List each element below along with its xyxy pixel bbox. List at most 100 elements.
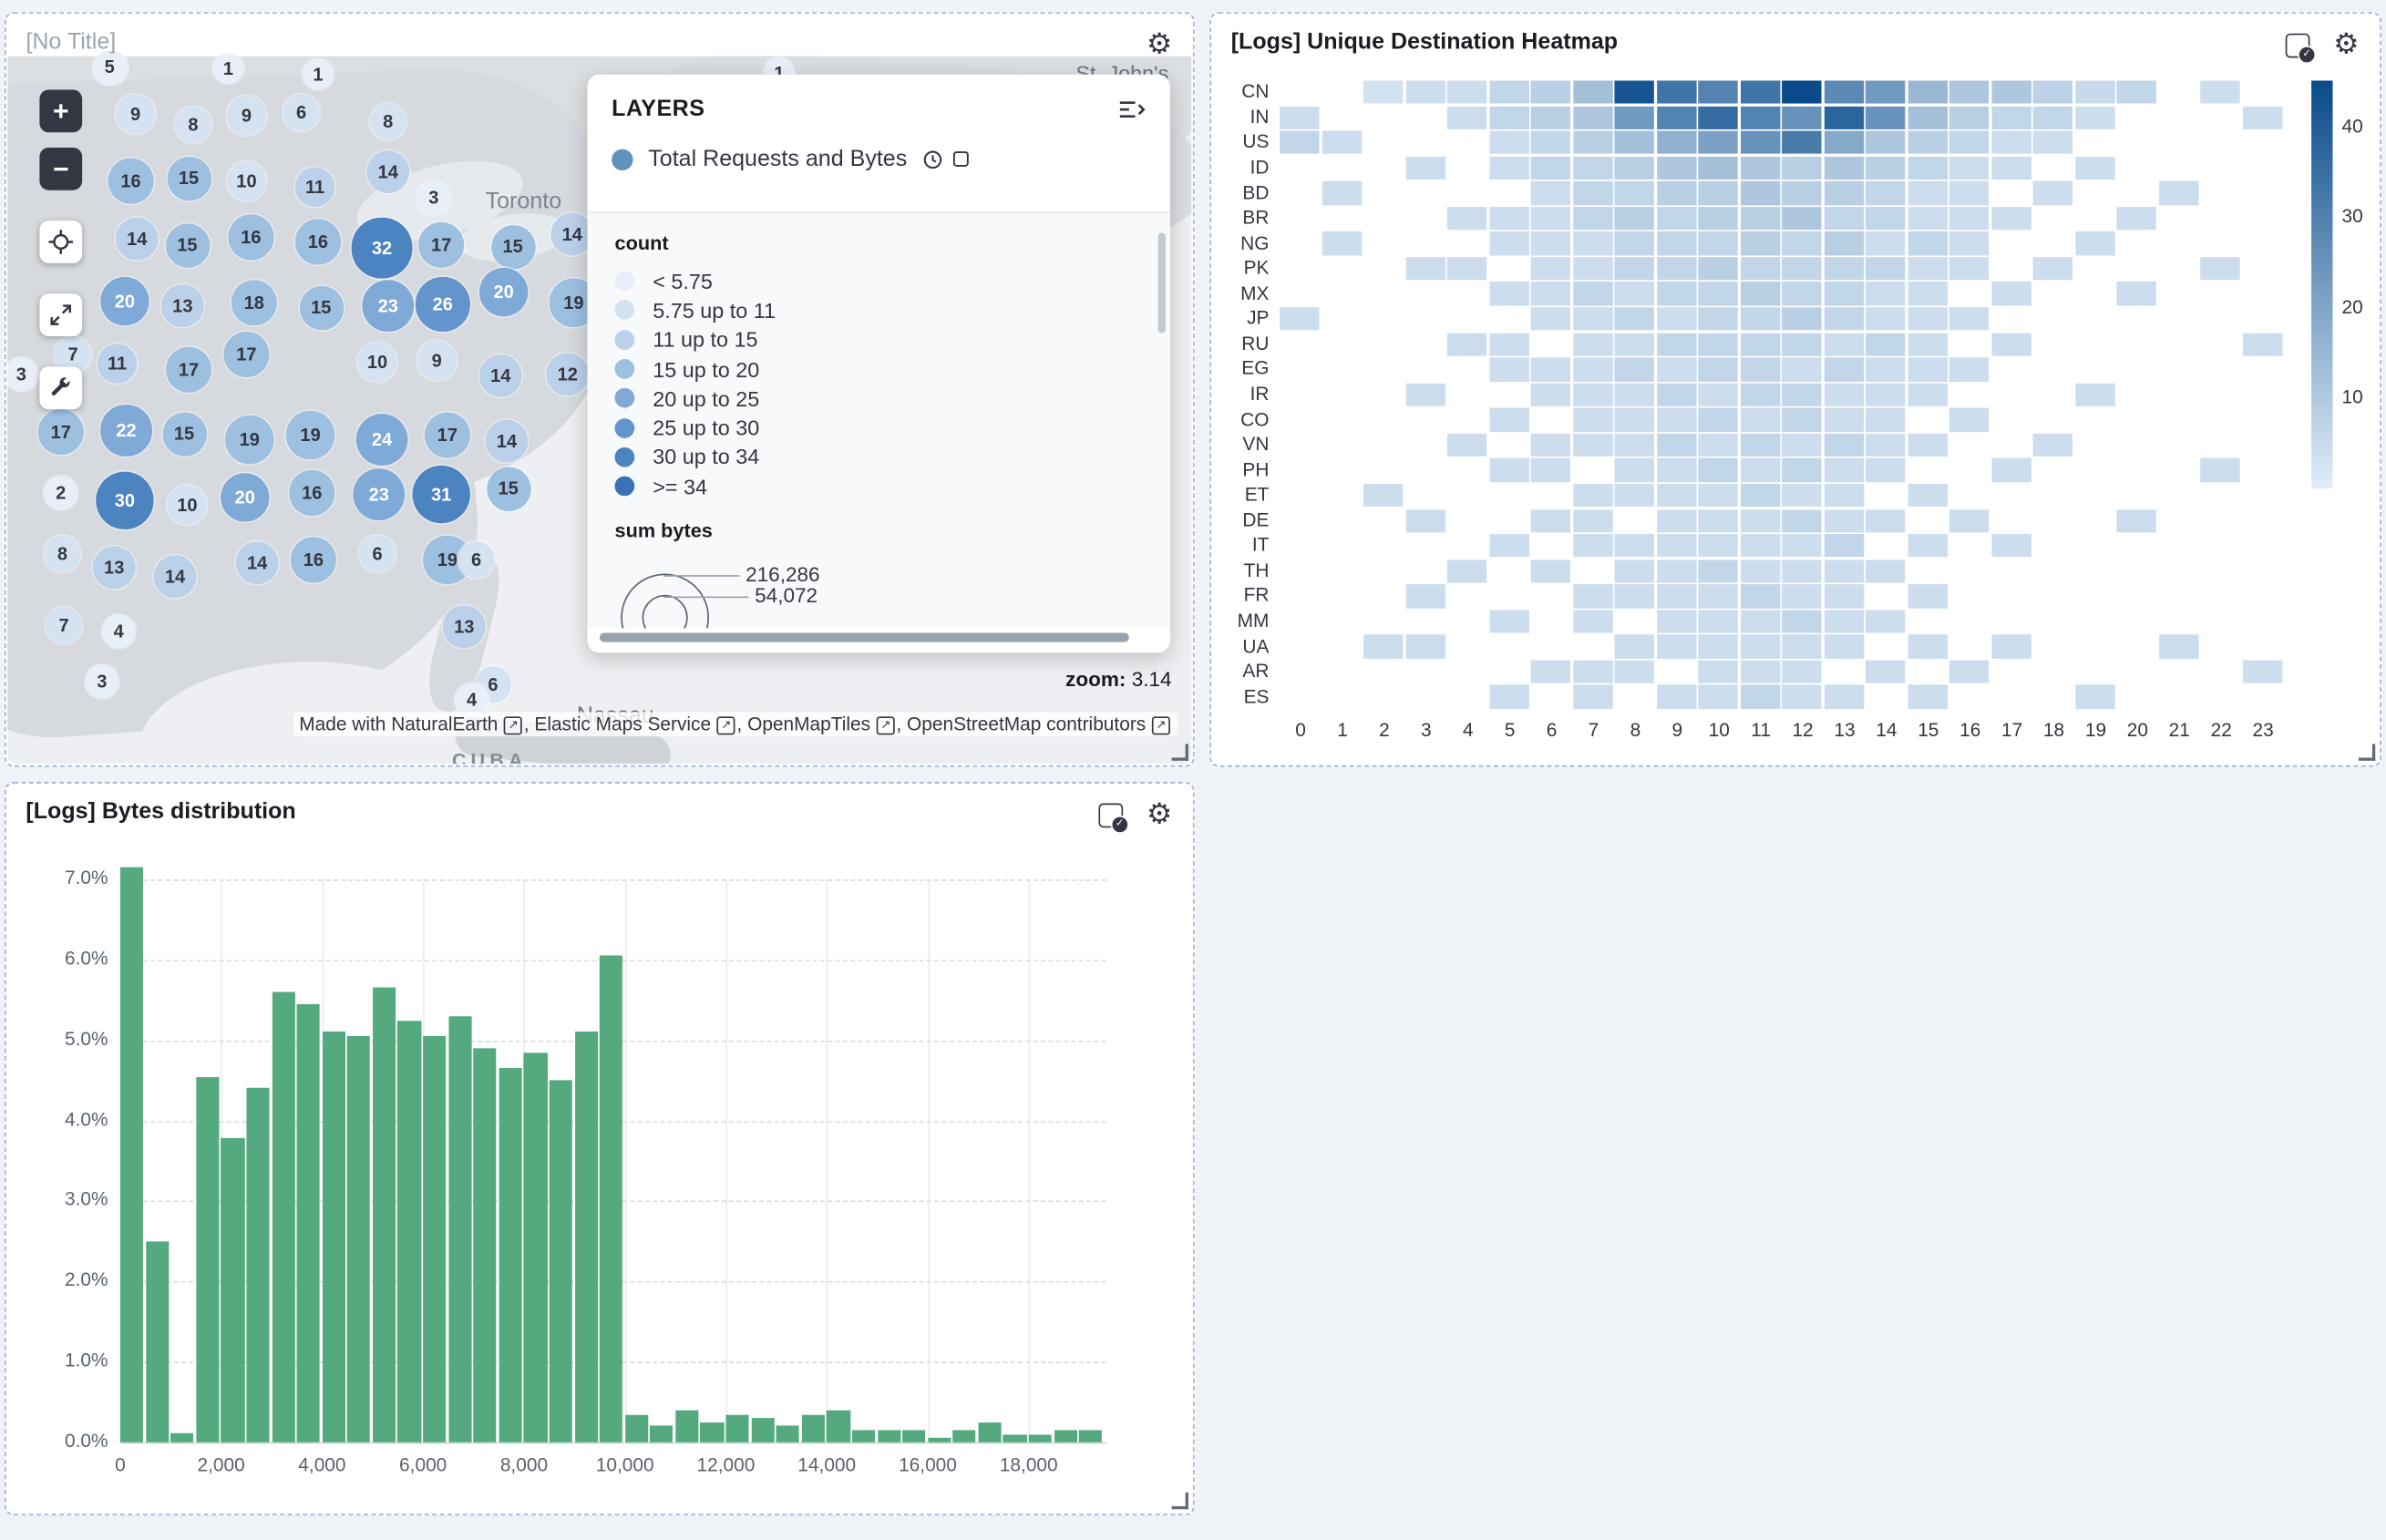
attribution-link[interactable]: Elastic Maps Service xyxy=(534,714,736,735)
heatmap-cell[interactable] xyxy=(2074,231,2115,256)
heatmap-cell[interactable] xyxy=(1740,282,1781,306)
heatmap-cell[interactable] xyxy=(1698,231,1739,256)
heatmap-cell[interactable] xyxy=(1949,106,1990,129)
heatmap-cell[interactable] xyxy=(1740,80,1781,105)
map-cluster[interactable]: 16 xyxy=(295,219,341,265)
map-cluster[interactable]: 6 xyxy=(283,94,320,131)
locate-button[interactable] xyxy=(39,221,83,263)
heatmap-cell[interactable] xyxy=(1990,458,2031,482)
heatmap-cell[interactable] xyxy=(2032,257,2073,281)
resize-handle[interactable] xyxy=(2358,744,2376,761)
heatmap-cell[interactable] xyxy=(1656,634,1697,659)
heatmap-cell[interactable] xyxy=(1656,458,1697,482)
map-cluster[interactable]: 6 xyxy=(458,541,495,579)
heatmap-cell[interactable] xyxy=(1530,257,1571,281)
collapse-panel-icon[interactable] xyxy=(1118,97,1146,121)
histogram-bar[interactable] xyxy=(600,955,623,1442)
heatmap-cell[interactable] xyxy=(1614,231,1655,256)
heatmap-cell[interactable] xyxy=(1740,383,1781,406)
heatmap-cell[interactable] xyxy=(1572,282,1613,306)
map-cluster[interactable]: 16 xyxy=(291,537,336,583)
map-cluster[interactable]: 20 xyxy=(478,267,529,317)
heatmap-cell[interactable] xyxy=(1865,458,1906,482)
heatmap-cell[interactable] xyxy=(1614,80,1655,105)
map-cluster[interactable]: 1 xyxy=(302,58,334,90)
heatmap-cell[interactable] xyxy=(1572,685,1613,709)
heatmap-cell[interactable] xyxy=(1530,181,1571,205)
heatmap-cell[interactable] xyxy=(1530,231,1571,256)
heatmap-cell[interactable] xyxy=(1614,584,1655,609)
heatmap-cell[interactable] xyxy=(1865,206,1906,231)
heatmap-cell[interactable] xyxy=(1446,559,1487,583)
vertical-scrollbar[interactable] xyxy=(1157,232,1166,334)
map-cluster[interactable]: 10 xyxy=(357,342,397,383)
map-cluster[interactable]: 14 xyxy=(235,541,279,585)
map-cluster[interactable]: 15 xyxy=(166,156,211,200)
map-cluster[interactable]: 18 xyxy=(231,279,278,326)
heatmap-cell[interactable] xyxy=(1614,206,1655,231)
heatmap-cell[interactable] xyxy=(1363,80,1404,105)
heatmap-cell[interactable] xyxy=(2032,106,2073,129)
histogram-bar[interactable] xyxy=(447,1016,472,1442)
heatmap-cell[interactable] xyxy=(1824,282,1864,306)
heatmap-cell[interactable] xyxy=(1740,685,1781,709)
heatmap-cell[interactable] xyxy=(1824,433,1864,457)
heatmap-cell[interactable] xyxy=(1907,433,1948,457)
map-cluster[interactable]: 3 xyxy=(417,180,451,215)
histogram-bar[interactable] xyxy=(725,1413,749,1442)
heatmap-cell[interactable] xyxy=(1865,307,1906,331)
heatmap-cell[interactable] xyxy=(2116,206,2157,231)
heatmap-cell[interactable] xyxy=(1824,257,1864,281)
attribution-link[interactable]: NaturalEarth xyxy=(391,714,524,735)
heatmap-cell[interactable] xyxy=(1614,559,1655,583)
heatmap-cell[interactable] xyxy=(1530,80,1571,105)
heatmap-cell[interactable] xyxy=(1949,231,1990,256)
heatmap-cell[interactable] xyxy=(1572,610,1613,633)
heatmap-cell[interactable] xyxy=(1949,156,1990,180)
heatmap-cell[interactable] xyxy=(1740,660,1781,684)
heatmap-cell[interactable] xyxy=(2032,80,2073,105)
heatmap-cell[interactable] xyxy=(1865,257,1906,281)
heatmap-cell[interactable] xyxy=(1698,130,1739,155)
heatmap-cell[interactable] xyxy=(1949,80,1990,105)
histogram-bar[interactable] xyxy=(549,1080,572,1442)
heatmap-cell[interactable] xyxy=(1488,282,1529,306)
map-cluster[interactable]: 23 xyxy=(353,468,405,520)
map-cluster[interactable]: 15 xyxy=(490,224,535,269)
map-cluster[interactable]: 14 xyxy=(115,217,159,261)
heatmap-cell[interactable] xyxy=(1614,660,1655,684)
heatmap-cell[interactable] xyxy=(1907,206,1948,231)
heatmap-cell[interactable] xyxy=(1949,130,1990,155)
heatmap-cell[interactable] xyxy=(1488,332,1529,356)
heatmap-cell[interactable] xyxy=(1530,357,1571,382)
heatmap-cell[interactable] xyxy=(1572,130,1613,155)
map-cluster[interactable]: 20 xyxy=(221,473,270,522)
heatmap-cell[interactable] xyxy=(1824,80,1864,105)
heatmap-cell[interactable] xyxy=(2158,634,2199,659)
heatmap-cell[interactable] xyxy=(1907,130,1948,155)
heatmap-cell[interactable] xyxy=(1698,307,1739,331)
heatmap-cell[interactable] xyxy=(1530,559,1571,583)
heatmap-cell[interactable] xyxy=(1614,407,1655,432)
heatmap-cell[interactable] xyxy=(1865,332,1906,356)
heatmap-cell[interactable] xyxy=(1824,508,1864,533)
heatmap-cell[interactable] xyxy=(1990,534,2031,558)
map-cluster[interactable]: 17 xyxy=(417,221,465,268)
heatmap-cell[interactable] xyxy=(1698,80,1739,105)
heatmap-cell[interactable] xyxy=(1322,231,1362,256)
heatmap-cell[interactable] xyxy=(2158,181,2199,205)
heatmap-cell[interactable] xyxy=(1782,685,1823,709)
heatmap-cell[interactable] xyxy=(1740,181,1781,205)
heatmap-cell[interactable] xyxy=(1614,181,1655,205)
heatmap-cell[interactable] xyxy=(1865,282,1906,306)
heatmap-cell[interactable] xyxy=(2200,80,2241,105)
map-cluster[interactable]: 17 xyxy=(37,408,84,456)
histogram-bar[interactable] xyxy=(145,1241,169,1442)
heatmap-cell[interactable] xyxy=(1698,282,1739,306)
heatmap-cell[interactable] xyxy=(1990,80,2031,105)
heatmap-cell[interactable] xyxy=(1614,106,1655,129)
heatmap-cell[interactable] xyxy=(1949,357,1990,382)
heatmap-cell[interactable] xyxy=(1907,332,1948,356)
heatmap-cell[interactable] xyxy=(1907,257,1948,281)
heatmap-cell[interactable] xyxy=(1865,130,1906,155)
